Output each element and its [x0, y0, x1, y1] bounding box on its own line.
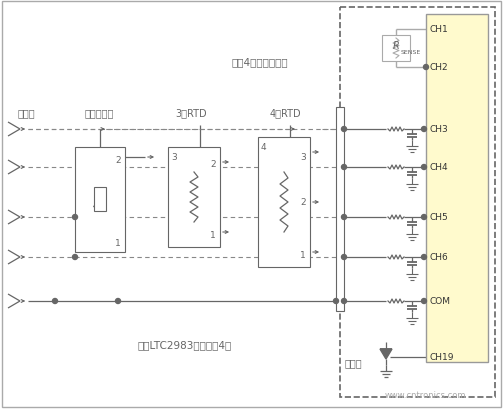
Circle shape — [342, 255, 347, 260]
Text: CH3: CH3 — [430, 125, 449, 134]
Text: 所有4组传感器共用: 所有4组传感器共用 — [232, 57, 288, 67]
Bar — [75, 148, 125, 252]
Text: 每个LTC2983连接多达4组: 每个LTC2983连接多达4组 — [138, 339, 232, 349]
Text: 热敏电阵器: 热敏电阵器 — [85, 108, 114, 118]
Text: CH1: CH1 — [430, 25, 449, 34]
Text: 4: 4 — [261, 143, 267, 152]
Circle shape — [116, 299, 121, 304]
Circle shape — [72, 215, 77, 220]
Circle shape — [422, 299, 427, 304]
Text: 3线RTD: 3线RTD — [175, 108, 207, 118]
Text: 4线RTD: 4线RTD — [270, 108, 302, 118]
Circle shape — [342, 299, 347, 304]
Bar — [382, 36, 410, 62]
Bar — [426, 15, 488, 362]
Text: CH5: CH5 — [430, 213, 449, 222]
Text: CH4: CH4 — [430, 163, 449, 172]
Circle shape — [72, 255, 77, 260]
Text: 3: 3 — [300, 153, 306, 162]
Text: 3: 3 — [171, 153, 177, 162]
Text: CH6: CH6 — [430, 253, 449, 262]
Text: 2: 2 — [115, 155, 121, 164]
Text: 冷接点: 冷接点 — [345, 357, 363, 367]
Text: 2: 2 — [300, 198, 306, 207]
Circle shape — [342, 215, 347, 220]
Text: $R$: $R$ — [392, 39, 400, 51]
Circle shape — [333, 299, 339, 304]
Circle shape — [342, 165, 347, 170]
Text: CH19: CH19 — [430, 353, 455, 362]
Text: 1: 1 — [300, 250, 306, 259]
Text: CH2: CH2 — [430, 63, 449, 72]
Bar — [94, 188, 106, 211]
Bar — [336, 108, 344, 311]
Circle shape — [422, 165, 427, 170]
Circle shape — [342, 127, 347, 132]
Text: COM: COM — [430, 297, 451, 306]
Text: www.cntronics.com: www.cntronics.com — [385, 390, 466, 399]
Text: 1: 1 — [115, 238, 121, 247]
Polygon shape — [380, 349, 392, 359]
Circle shape — [424, 65, 429, 70]
Text: 1: 1 — [210, 230, 216, 239]
Bar — [340, 8, 495, 397]
Text: 热电偶: 热电偶 — [18, 108, 36, 118]
Bar — [168, 148, 220, 247]
Circle shape — [422, 215, 427, 220]
Circle shape — [422, 255, 427, 260]
Circle shape — [422, 127, 427, 132]
Bar — [258, 138, 310, 267]
Text: SENSE: SENSE — [401, 49, 421, 54]
Circle shape — [52, 299, 57, 304]
Text: 2: 2 — [210, 160, 216, 169]
